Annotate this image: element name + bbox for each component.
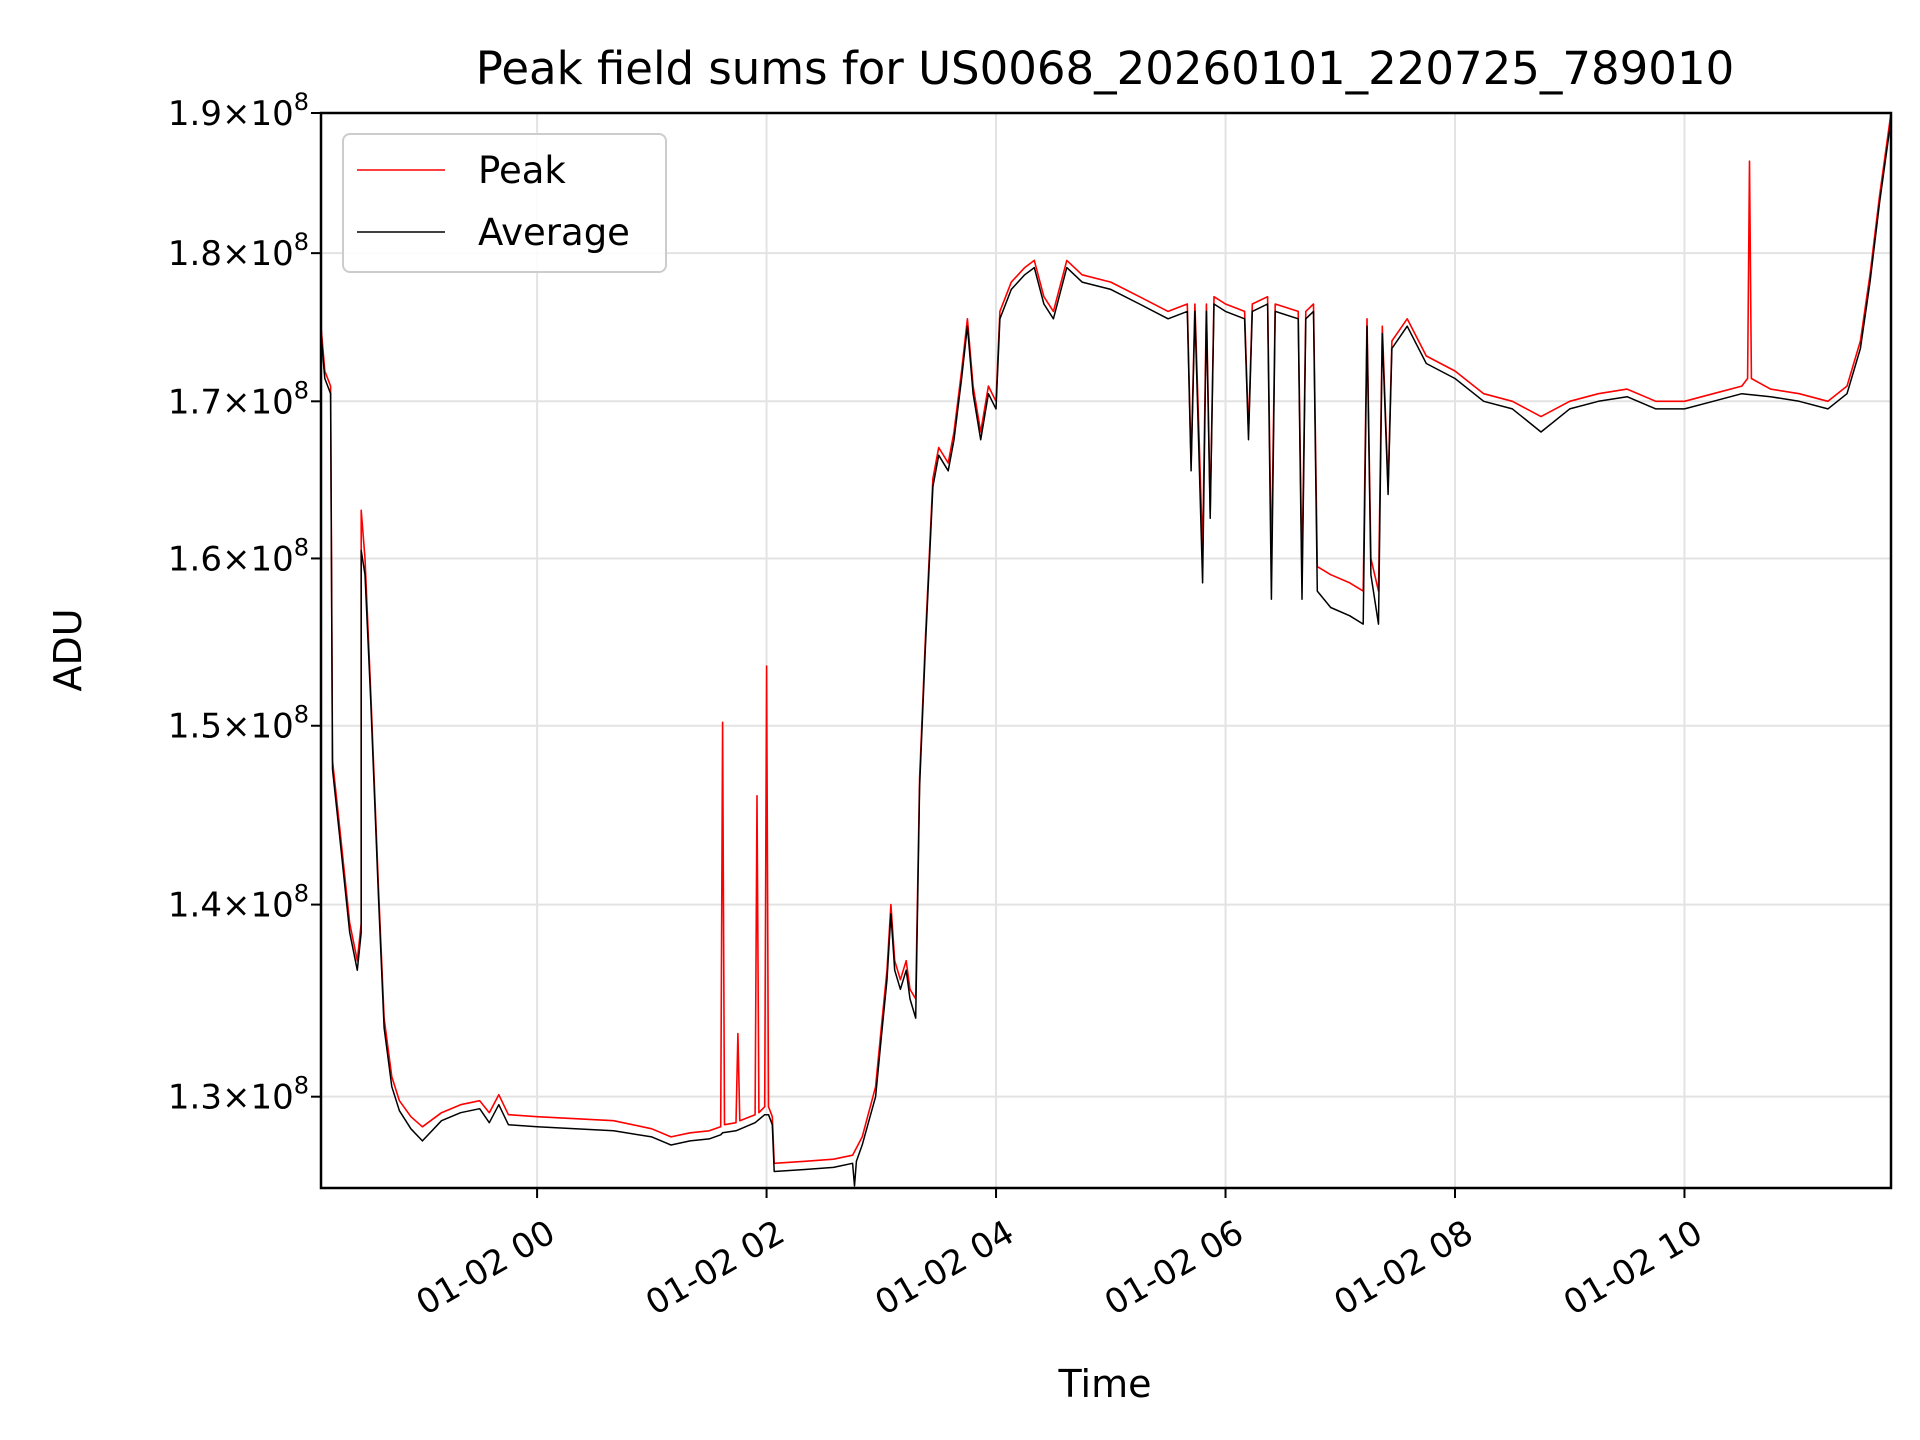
legend-label-average: Average xyxy=(478,211,630,254)
grid xyxy=(321,112,1891,1188)
legend-box xyxy=(342,133,667,273)
y-tick-label: 1.9×108 xyxy=(168,88,309,134)
y-tick-label: 1.6×108 xyxy=(168,533,309,579)
y-axis: 1.3×108 1.4×108 1.5×108 1.6×108 1.7×108 1.8×1… xyxy=(168,88,321,1118)
plot-area xyxy=(321,113,1891,1187)
y-tick-label: 1.5×108 xyxy=(168,701,309,747)
y-tick-label: 1.8×108 xyxy=(168,228,309,274)
legend: Peak Average xyxy=(342,133,667,273)
x-axis-label: Time xyxy=(1058,1362,1152,1406)
axes-frame xyxy=(319,111,1893,1190)
y-tick-label: 1.7×108 xyxy=(168,376,309,422)
legend-label-peak: Peak xyxy=(478,149,566,192)
chart-title: Peak field sums for US0068_20260101_2207… xyxy=(476,42,1734,95)
series-line-average xyxy=(321,119,1891,1187)
y-tick-label: 1.4×108 xyxy=(168,880,309,926)
y-axis-label: ADU xyxy=(46,608,90,691)
series-line-peak xyxy=(321,113,1891,1165)
y-tick-label: 1.3×108 xyxy=(168,1072,309,1118)
